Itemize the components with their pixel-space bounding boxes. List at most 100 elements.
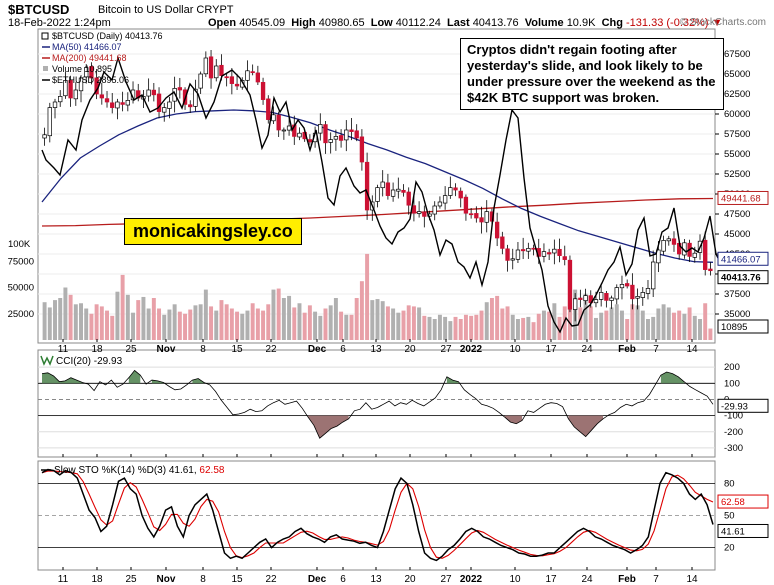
volume-tick-label: 75000 (8, 256, 34, 267)
volume-bar (287, 295, 292, 340)
volume-bar (614, 304, 619, 340)
x-tick-label: 22 (265, 574, 277, 585)
volume-value-tag: 10895 (717, 319, 769, 334)
volume-bar (411, 306, 416, 340)
price-tick-label: 47500 (724, 209, 750, 220)
price-tick-label: 35000 (724, 309, 750, 320)
legend-volume: Volume 10,895 (52, 64, 112, 74)
volume-bar (692, 315, 697, 340)
volume-bar (105, 310, 109, 340)
x-tick-label: 7 (653, 574, 659, 585)
volume-bar (495, 295, 500, 340)
cci-tick-label: -200 (724, 427, 743, 438)
candle-legend-icon (41, 32, 49, 40)
candle-body (115, 101, 120, 109)
volume-bar (526, 316, 531, 340)
sto-k-value-tag: 41.61 (717, 523, 769, 538)
volume-bar (63, 287, 68, 340)
volume-bar (578, 307, 583, 340)
symbol-name: Bitcoin to US Dollar CRYPT (98, 4, 234, 16)
volume-bar (427, 316, 432, 340)
x-tick-label: 11 (58, 344, 69, 355)
x-tick-label: 2022 (460, 344, 483, 355)
volume-bar (656, 308, 661, 340)
candle-body (260, 81, 266, 100)
volume-bar (640, 310, 645, 340)
volume-bar (68, 294, 73, 340)
volume-bar (458, 319, 463, 340)
volume-bar (255, 308, 260, 340)
x-tick-label: 6 (340, 344, 346, 355)
candle-body (416, 211, 422, 214)
candle-body (583, 295, 588, 302)
candle-body (333, 136, 339, 140)
candle-body (73, 89, 78, 100)
volume-bar (489, 298, 494, 340)
volume-label: Volume (524, 17, 564, 29)
volume-legend-icon (43, 66, 48, 71)
candle-body (437, 201, 443, 207)
x-tick-label: 13 (370, 344, 382, 355)
candle-body (552, 248, 557, 254)
candle-body (110, 102, 115, 108)
cci-value-tag-text: -29.93 (721, 401, 748, 412)
volume-bar (672, 312, 676, 340)
x-tick-label: 24 (581, 344, 593, 355)
cci-overbought-fill (660, 372, 685, 384)
candle-body (47, 107, 52, 137)
candle-body (666, 238, 671, 242)
ma200-value-tag-box (717, 190, 769, 205)
volume-bar (58, 298, 63, 340)
volume-bar (224, 304, 229, 340)
brand-label: monicakingsley.co (124, 218, 302, 245)
volume-bar (42, 302, 47, 340)
candle-body (692, 252, 697, 258)
volume-bar (209, 306, 214, 340)
ma50-line (41, 109, 714, 263)
volume-bar (47, 307, 52, 340)
sto-label-k: Slow STO %K(14) %D(3) 41.61, (54, 465, 197, 476)
price-tick-label: 65000 (724, 69, 750, 80)
candle-body (42, 134, 47, 139)
volume-bar (682, 313, 687, 340)
price-tick-label: 57500 (724, 129, 750, 140)
cci-legend: CCI(20) -29.93 (40, 355, 123, 367)
candle-body (598, 292, 604, 300)
volume-bar (437, 314, 442, 340)
volume-bar (162, 314, 167, 340)
volume-bar (510, 314, 515, 340)
candle-body (68, 80, 73, 99)
volume-bar (453, 316, 458, 340)
volume-bar (79, 303, 83, 340)
volume-bar (557, 316, 562, 340)
candle-body (531, 247, 536, 250)
candle-body (671, 238, 677, 245)
x-tick-label: Dec (308, 344, 327, 355)
sto-k-line (41, 468, 714, 562)
open-label: Open (208, 17, 237, 29)
volume-bar (245, 310, 250, 340)
x-tick-label: Feb (618, 344, 636, 355)
candle-body (541, 251, 547, 257)
volume-bar (99, 306, 104, 340)
annotation-box: Cryptos didn't regain footing after yest… (460, 38, 724, 110)
candle-body (515, 249, 521, 260)
volume-bar (183, 313, 188, 340)
volume-value-tag-box (717, 319, 769, 334)
volume-value: 10.9K (566, 17, 596, 29)
volume-bar (323, 308, 328, 340)
sto-label: Slow STO %K(14) %D(3) 41.61, 62.58 (54, 465, 225, 476)
sto-d-value-tag-box (717, 494, 769, 509)
x-tick-label: 10 (509, 574, 521, 585)
ma50-value-tag-text: 41466.07 (721, 254, 761, 265)
x-tick-label: 27 (440, 574, 452, 585)
volume-bar (354, 298, 359, 340)
volume-bar (188, 309, 193, 340)
x-tick-label: 11 (58, 574, 69, 585)
copyright: © StockCharts.com (679, 17, 766, 28)
ma50-value-tag: 41466.07 (717, 251, 769, 266)
x-tick-label: 15 (231, 344, 243, 355)
volume-bar (89, 313, 94, 340)
candle-body (656, 249, 661, 264)
